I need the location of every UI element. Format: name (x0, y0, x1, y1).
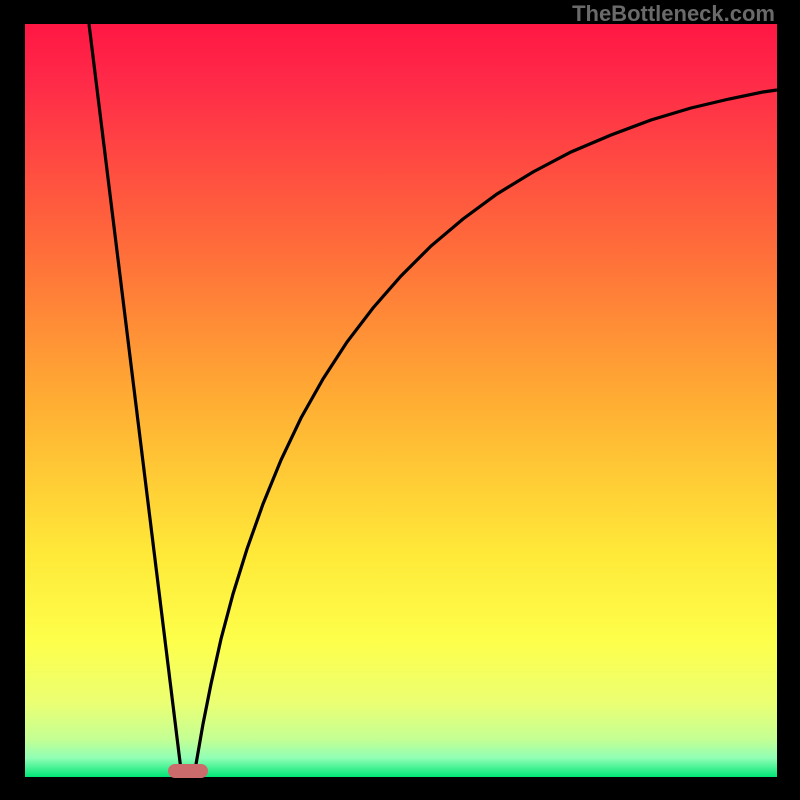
curves-layer (25, 24, 777, 777)
chart-container: TheBottleneck.com (0, 0, 800, 800)
watermark-text: TheBottleneck.com (572, 1, 775, 27)
left-curve (89, 24, 181, 770)
plot-area (25, 24, 777, 777)
right-curve (195, 90, 777, 770)
vertex-marker (168, 764, 208, 778)
